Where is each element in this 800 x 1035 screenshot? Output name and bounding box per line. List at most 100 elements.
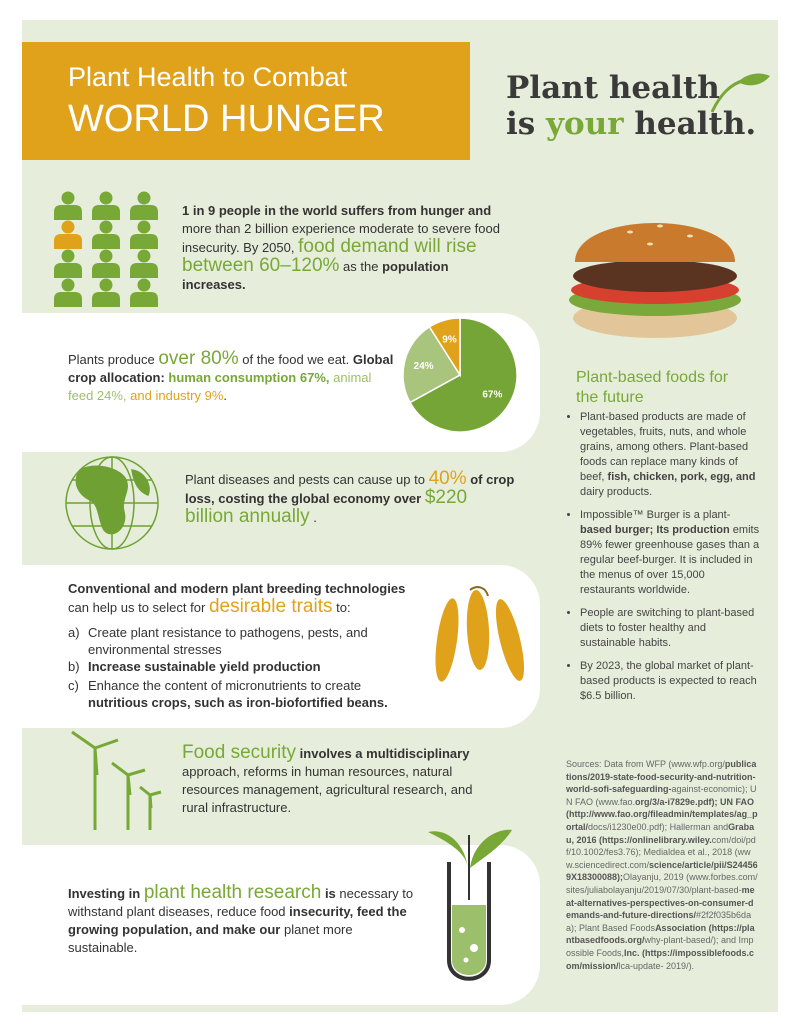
text-bold: fish, chicken, pork, egg, and bbox=[607, 471, 756, 483]
source-text-bold: publications/2019-state-food-security-an… bbox=[566, 759, 757, 795]
person-body bbox=[92, 205, 120, 220]
source-text-bold: Association (https://plantbasedfoods.org… bbox=[566, 922, 755, 946]
text: emits 89% fewer greenhouse gases than a … bbox=[580, 524, 760, 596]
source-text-bold: Grabau, 2016 (https://onlinelibrary.wile… bbox=[566, 821, 755, 845]
pie-label: 9% bbox=[442, 334, 457, 345]
test-tube-icon-part bbox=[459, 927, 465, 933]
list-marker: c) bbox=[68, 678, 79, 693]
list-marker: b) bbox=[68, 659, 80, 674]
person-head bbox=[61, 278, 75, 292]
person-head bbox=[137, 191, 151, 205]
text: of the food we eat. bbox=[242, 352, 350, 367]
highlight: food demand will rise between 60–120% bbox=[182, 236, 477, 276]
list-marker: a) bbox=[68, 625, 80, 640]
wind-turbines-icon-part bbox=[71, 730, 119, 776]
source-text: against-economic); UN FAO (www.fao. bbox=[566, 784, 757, 807]
breeding-intro: Conventional and modern plant breeding t… bbox=[68, 580, 428, 617]
person-body bbox=[92, 234, 120, 249]
bean-pods-icon-part bbox=[495, 599, 525, 681]
bean-pods-icon-part bbox=[466, 590, 490, 670]
logo-leaf bbox=[710, 73, 770, 113]
highlight: human consumption 67%, bbox=[168, 370, 330, 385]
burger-image bbox=[569, 223, 741, 338]
person-body bbox=[130, 263, 158, 278]
person-head bbox=[61, 191, 75, 205]
list-item: c) Enhance the content of micronutrients… bbox=[68, 677, 408, 711]
text-bold: Investing in bbox=[68, 886, 141, 901]
text: dairy products. bbox=[580, 486, 653, 498]
text-bold: nutritious crops, such as iron-biofortif… bbox=[88, 695, 388, 710]
source-text-bold: meat-alternatives-perspectives-on-consum… bbox=[566, 884, 755, 921]
bullet: By 2023, the global market of plant-base… bbox=[580, 659, 760, 704]
logo-leaf-part bbox=[738, 73, 770, 86]
text: planet more sustainable. bbox=[68, 922, 353, 955]
test-tube-icon-part bbox=[470, 944, 478, 952]
people-icons bbox=[54, 191, 158, 307]
source-text: #2f2f035b6daa); Plant Based Foods bbox=[566, 910, 752, 933]
highlight: $220 billion annually bbox=[185, 487, 468, 527]
person-head bbox=[61, 249, 75, 263]
burger-image-part bbox=[573, 260, 737, 292]
text-bold: based burger; Its production bbox=[580, 524, 730, 536]
highlight: plant health research bbox=[143, 882, 322, 903]
title-banner: Plant Health to Combat WORLD HUNGER bbox=[22, 42, 470, 160]
list-item: a) Create plant resistance to pathogens,… bbox=[68, 624, 398, 658]
loss-text: Plant diseases and pests can cause up to… bbox=[185, 468, 515, 527]
person-head bbox=[137, 278, 151, 292]
burger-image-part bbox=[575, 223, 735, 262]
person-head bbox=[137, 249, 151, 263]
burger-image-part bbox=[627, 230, 633, 234]
text: to: bbox=[336, 600, 351, 615]
person-head bbox=[61, 220, 75, 234]
title-line: Plant Health to Combat bbox=[68, 62, 348, 92]
text: necessary to withstand plant diseases, r… bbox=[68, 886, 414, 919]
test-tube-icon-part bbox=[470, 829, 512, 868]
highlight: Food security bbox=[182, 742, 297, 763]
person-body bbox=[92, 292, 120, 307]
text: approach, reforms in human resources, na… bbox=[182, 764, 473, 815]
list-item: b) Increase sustainable yield production bbox=[68, 658, 398, 675]
bean-pods-icon-part bbox=[469, 586, 489, 597]
text-bold: involves a multidisciplinary bbox=[299, 746, 470, 761]
bullet: Impossible™ Burger is a plant- based bur… bbox=[580, 508, 760, 598]
title-line: WORLD HUNGER bbox=[68, 98, 385, 140]
source-text-bold: Inc. (https://impossiblefoods.com/missio… bbox=[566, 947, 755, 971]
highlight: over 80% bbox=[158, 348, 239, 369]
pie-label: 24% bbox=[414, 361, 434, 372]
person-head bbox=[99, 249, 113, 263]
text: more than 2 billion experience moderate … bbox=[182, 221, 500, 255]
text-bold: population increases. bbox=[182, 259, 449, 292]
sources: Sources: Data from WFP (www.wfp.org/publ… bbox=[566, 758, 758, 972]
pie-slice bbox=[409, 317, 518, 433]
text: as the bbox=[343, 259, 379, 274]
text: . bbox=[313, 510, 317, 525]
sidebar-bullets: Plant-based products are made of vegetab… bbox=[566, 410, 760, 712]
source-text: Sources: Data from WFP (www.wfp.org/ bbox=[566, 759, 725, 769]
person-body bbox=[130, 234, 158, 249]
text: Impossible™ Burger is a plant- bbox=[580, 509, 731, 521]
text: Create plant resistance to pathogens, pe… bbox=[88, 625, 368, 657]
source-text-bold: org/3/a-i7829e.pdf); UN FAO (http://www.… bbox=[566, 796, 758, 832]
bullet: Plant-based products are made of vegetab… bbox=[580, 410, 760, 500]
pie-slice bbox=[402, 325, 462, 404]
security-text: Food security involves a multidisciplina… bbox=[182, 742, 502, 817]
test-tube-icon-part bbox=[447, 862, 491, 981]
highlight: 40% bbox=[428, 468, 467, 489]
source-text: docs/i1230e00.pdf); Hallerman and bbox=[588, 821, 729, 832]
source-text: Olayanju, 2019 (www.forbes.com/sites/jul… bbox=[566, 872, 758, 895]
wind-turbines-icon-part bbox=[111, 761, 146, 796]
person-body bbox=[54, 292, 82, 307]
logo: Plant health is your health. bbox=[506, 70, 756, 142]
test-tube-icon-part bbox=[428, 831, 468, 868]
burger-image-part bbox=[687, 234, 693, 238]
test-tube-icon-part bbox=[452, 905, 486, 975]
burger-image-part bbox=[657, 224, 663, 228]
hunger-text: 1 in 9 people in the world suffers from … bbox=[182, 202, 512, 294]
text: By 2023, the global market of plant-base… bbox=[580, 660, 757, 702]
logo-text: is bbox=[506, 106, 547, 142]
text: . bbox=[223, 388, 228, 403]
globe-icon bbox=[65, 456, 159, 550]
pie-label: 67% bbox=[482, 390, 502, 401]
globe-icon-part bbox=[75, 465, 128, 535]
person-head bbox=[99, 191, 113, 205]
